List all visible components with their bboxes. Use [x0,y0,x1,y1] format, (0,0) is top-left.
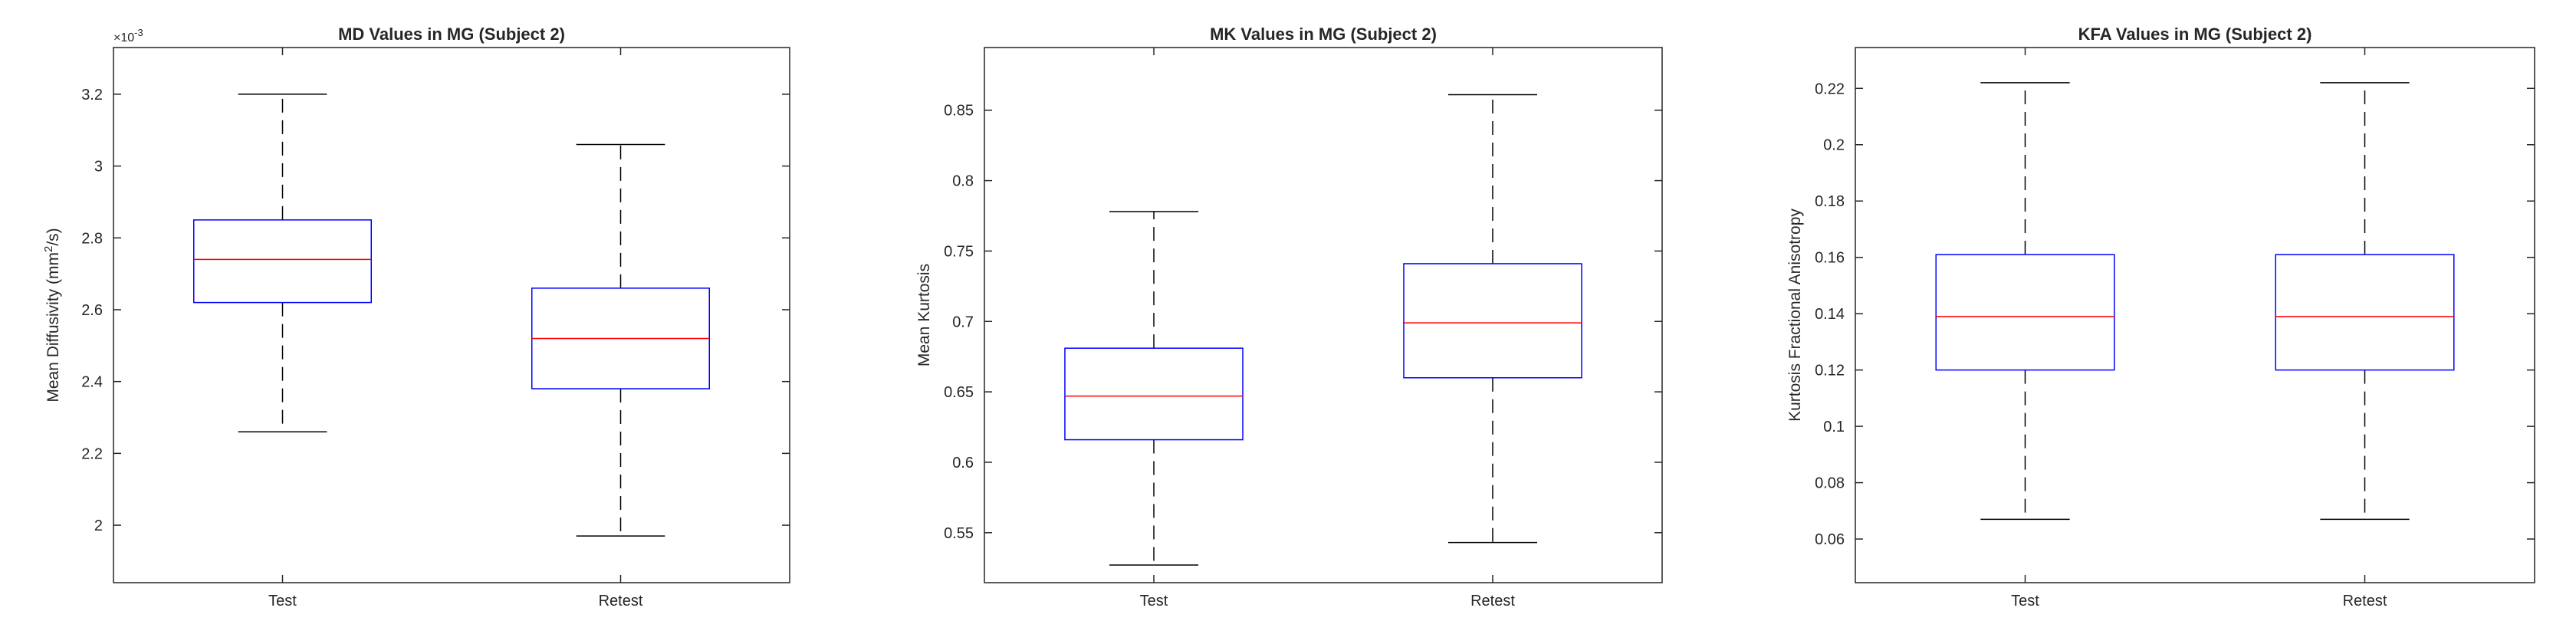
plot-frame [984,47,1663,583]
iqr-box [1064,347,1244,441]
y-tick-label: 0.85 [944,103,974,120]
y-axis-label: Mean Diffusivity (mm2/s) [42,228,62,402]
iqr-box [192,219,373,304]
y-tick-label: 0.08 [1815,475,1845,492]
iqr-box [2275,254,2455,371]
x-tick-label: Test [268,593,297,610]
box-test [1935,82,2115,521]
y-axis-label: Kurtosis Fractional Anisotropy [1786,209,1804,422]
y-tick-label: 0.8 [952,173,974,190]
x-tick-label: Retest [2343,593,2387,610]
y-tick-label: 0.18 [1815,193,1845,210]
y-tick-label: 0.2 [1823,137,1845,154]
y-tick-label: 3 [94,159,103,176]
y-tick-label: 2.2 [81,445,103,462]
y-tick-label: 0.12 [1815,363,1845,380]
chart-title: MD Values in MG (Subject 2) [338,25,565,44]
x-tick-label: Retest [599,593,643,610]
plot-frame [113,47,790,583]
y-tick-label: 0.75 [944,243,974,260]
x-tick-label: Test [1140,593,1168,610]
iqr-box [1935,254,2115,371]
y-tick-label: 0.22 [1815,80,1845,97]
y-tick-label: 2 [94,518,103,534]
box-retest [531,143,711,537]
y-tick-label: 0.6 [952,455,974,472]
y-tick-label: 0.14 [1815,306,1845,323]
subplot-1: MD Values in MG (Subject 2) 2 2.2 2.4 2.6 2.8… [42,25,790,610]
iqr-box [1403,263,1582,379]
subplot-2: MK Values in MG (Subject 2) 0.55 0.6 0.65 0.… [915,25,1663,610]
y-tick-label: 0.16 [1815,250,1845,267]
y-tick-label: 2.6 [81,302,103,319]
y-scale-exponent: ×10-3 [113,27,143,44]
box-retest [1403,94,1582,544]
y-tick-label: 0.7 [952,314,974,330]
y-tick-label: 2.4 [81,374,103,391]
y-tick-label: 3.2 [81,87,103,104]
x-tick-label: Test [2011,593,2039,610]
y-tick-label: 0.65 [944,384,974,401]
x-tick-label: Retest [1470,593,1515,610]
subplot-3: KFA Values in MG (Subject 2) 0.06 0.08 0.1 0… [1786,25,2535,610]
chart-title: KFA Values in MG (Subject 2) [2078,25,2312,44]
plot-frame [1855,47,2535,583]
box-test [1064,211,1244,566]
y-tick-label: 0.55 [944,525,974,542]
y-tick-label: 2.8 [81,230,103,247]
box-test [192,94,373,432]
y-tick-label: 0.06 [1815,531,1845,548]
y-axis-label: Mean Kurtosis [915,264,933,366]
box-retest [2275,82,2455,521]
y-tick-label: 0.1 [1823,419,1845,435]
chart-title: MK Values in MG (Subject 2) [1210,25,1437,44]
